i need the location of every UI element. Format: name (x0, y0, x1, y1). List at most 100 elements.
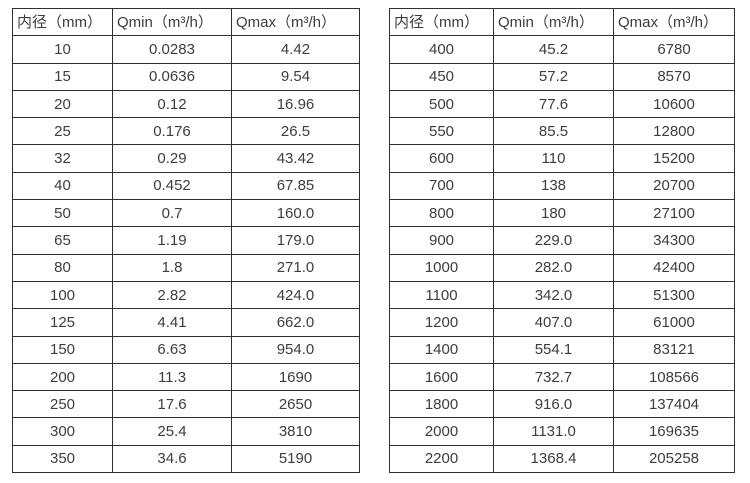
qmin-cell: 0.0283 (112, 35, 232, 64)
qmin-cell: 0.29 (112, 144, 232, 173)
qmax-cell: 34300 (613, 226, 735, 255)
qmax-cell: 9.54 (231, 62, 360, 91)
table-row: 2200 1368.4 205258 (389, 444, 735, 474)
diameter-cell: 900 (389, 226, 494, 255)
diameter-cell: 1100 (389, 280, 494, 310)
qmax-cell: 8570 (613, 62, 735, 91)
table-row: 400 45.2 6780 (389, 35, 735, 64)
qmin-cell: 85.5 (493, 117, 614, 146)
qmax-cell: 20700 (613, 171, 735, 201)
table-row: 1600 732.7 108566 (389, 362, 735, 392)
qmin-cell: 2.82 (112, 280, 232, 310)
table-row: 32 0.29 43.42 (12, 144, 360, 173)
diameter-cell: 600 (389, 144, 494, 173)
diameter-cell: 250 (12, 390, 113, 419)
diameter-cell: 20 (12, 89, 113, 119)
qmin-cell: 11.3 (112, 362, 232, 392)
qmax-cell: 179.0 (231, 226, 360, 255)
qmin-cell: 554.1 (493, 335, 614, 364)
diameter-cell: 400 (389, 35, 494, 64)
qmax-cell: 43.42 (231, 144, 360, 173)
table-row: 50 0.7 160.0 (12, 199, 360, 228)
qmin-cell: 25.4 (112, 417, 232, 446)
qmin-cell: 0.7 (112, 199, 232, 228)
qmax-cell: 15200 (613, 144, 735, 173)
qmin-cell: 45.2 (493, 35, 614, 64)
header-qmax: Qmax（m³/h） (613, 7, 735, 37)
flow-table-large-diameters: 内径（mm） Qmin（m³/h） Qmax（m³/h） 400 45.2 6780… (389, 7, 735, 474)
diameter-cell: 1200 (389, 308, 494, 337)
flow-table-small-diameters: 内径（mm） Qmin（m³/h） Qmax（m³/h） 10 0.0283 4.4… (12, 7, 360, 474)
qmax-cell: 160.0 (231, 199, 360, 228)
qmax-cell: 108566 (613, 362, 735, 392)
diameter-cell: 125 (12, 308, 113, 337)
qmin-cell: 282.0 (493, 253, 614, 282)
table-row: 1100 342.0 51300 (389, 280, 735, 310)
table-row: 200 11.3 1690 (12, 362, 360, 392)
qmax-cell: 83121 (613, 335, 735, 364)
qmin-cell: 1.8 (112, 253, 232, 282)
qmin-cell: 0.452 (112, 171, 232, 201)
table-row: 550 85.5 12800 (389, 117, 735, 146)
header-qmin: Qmin（m³/h） (112, 7, 232, 37)
qmin-cell: 342.0 (493, 280, 614, 310)
diameter-cell: 450 (389, 62, 494, 91)
qmin-cell: 1.19 (112, 226, 232, 255)
diameter-cell: 200 (12, 362, 113, 392)
header-row: 内径（mm） Qmin（m³/h） Qmax（m³/h） (389, 7, 735, 37)
qmin-cell: 732.7 (493, 362, 614, 392)
table-row: 500 77.6 10600 (389, 89, 735, 119)
table-row: 25 0.176 26.5 (12, 117, 360, 146)
qmax-cell: 205258 (613, 444, 735, 474)
diameter-cell: 700 (389, 171, 494, 201)
qmin-cell: 0.176 (112, 117, 232, 146)
diameter-cell: 800 (389, 199, 494, 228)
diameter-cell: 10 (12, 35, 113, 64)
qmin-cell: 77.6 (493, 89, 614, 119)
table-row: 600 110 15200 (389, 144, 735, 173)
qmin-cell: 916.0 (493, 390, 614, 419)
header-qmax: Qmax（m³/h） (231, 7, 360, 37)
qmax-cell: 2650 (231, 390, 360, 419)
diameter-cell: 65 (12, 226, 113, 255)
diameter-cell: 1400 (389, 335, 494, 364)
diameter-cell: 1800 (389, 390, 494, 419)
qmax-cell: 137404 (613, 390, 735, 419)
table-row: 20 0.12 16.96 (12, 89, 360, 119)
qmin-cell: 110 (493, 144, 614, 173)
table-row: 80 1.8 271.0 (12, 253, 360, 282)
qmin-cell: 0.12 (112, 89, 232, 119)
diameter-cell: 50 (12, 199, 113, 228)
qmin-cell: 229.0 (493, 226, 614, 255)
diameter-cell: 32 (12, 144, 113, 173)
qmax-cell: 4.42 (231, 35, 360, 64)
diameter-cell: 150 (12, 335, 113, 364)
diameter-cell: 100 (12, 280, 113, 310)
qmin-cell: 1368.4 (493, 444, 614, 474)
qmin-cell: 17.6 (112, 390, 232, 419)
qmax-cell: 662.0 (231, 308, 360, 337)
qmin-cell: 1131.0 (493, 417, 614, 446)
qmax-cell: 26.5 (231, 117, 360, 146)
qmax-cell: 61000 (613, 308, 735, 337)
table-row: 100 2.82 424.0 (12, 280, 360, 310)
qmin-cell: 57.2 (493, 62, 614, 91)
table-row: 1200 407.0 61000 (389, 308, 735, 337)
table-row: 1800 916.0 137404 (389, 390, 735, 419)
diameter-cell: 15 (12, 62, 113, 91)
header-row: 内径（mm） Qmin（m³/h） Qmax（m³/h） (12, 7, 360, 37)
diameter-cell: 2200 (389, 444, 494, 474)
table-row: 350 34.6 5190 (12, 444, 360, 474)
qmin-cell: 6.63 (112, 335, 232, 364)
table-row: 125 4.41 662.0 (12, 308, 360, 337)
qmax-cell: 424.0 (231, 280, 360, 310)
header-qmin: Qmin（m³/h） (493, 7, 614, 37)
diameter-cell: 300 (12, 417, 113, 446)
table-row: 10 0.0283 4.42 (12, 35, 360, 64)
qmax-cell: 169635 (613, 417, 735, 446)
qmin-cell: 138 (493, 171, 614, 201)
qmax-cell: 10600 (613, 89, 735, 119)
header-diameter: 内径（mm） (389, 7, 494, 37)
diameter-cell: 1000 (389, 253, 494, 282)
